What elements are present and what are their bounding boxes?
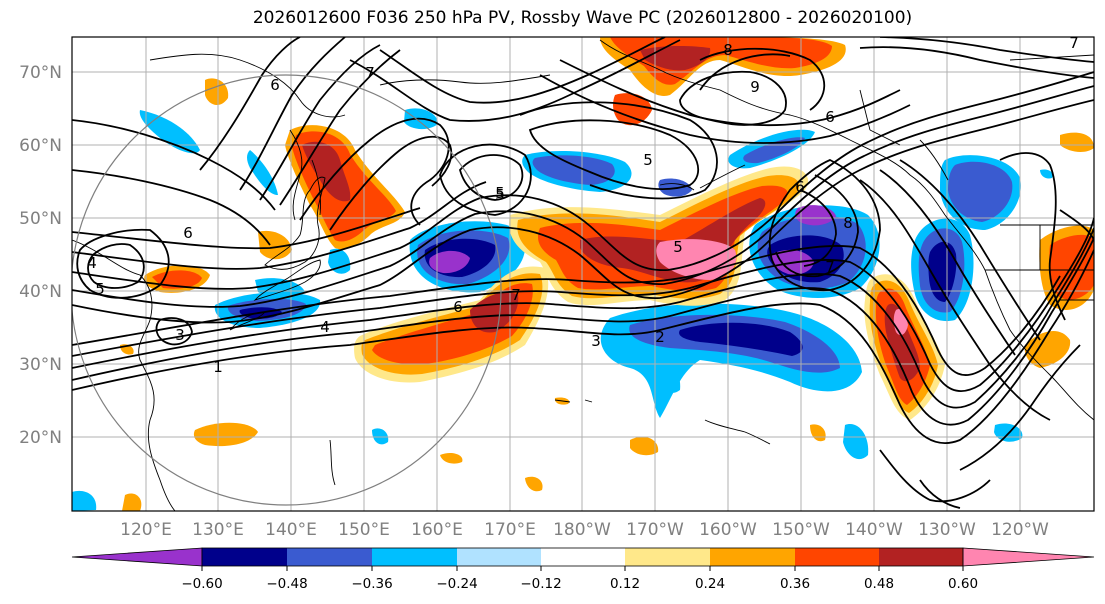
lon-label: 160°E	[411, 520, 463, 540]
contour-label: 7	[511, 286, 521, 304]
colorbar-segment	[795, 548, 879, 566]
contour-label: 9	[750, 78, 760, 96]
lat-label: 40°N	[19, 282, 62, 302]
colorbar-tick-label: 0.36	[780, 576, 810, 592]
contour-label: 6	[825, 108, 835, 126]
lon-label: 130°W	[918, 520, 976, 540]
colorbar-segment	[287, 548, 372, 566]
colorbar-segment	[457, 548, 541, 566]
lon-label: 140°W	[845, 520, 903, 540]
colorbar-segment	[202, 548, 287, 566]
lon-label: 120°E	[120, 520, 172, 540]
colorbar: −0.60 −0.48 −0.36 −0.24 −0.12 0.12 0.24 …	[71, 547, 1095, 592]
lat-label: 30°N	[19, 355, 62, 375]
lon-label: 170°W	[626, 520, 684, 540]
map-title: 2026012600 F036 250 hPa PV, Rossby Wave …	[252, 8, 913, 28]
lon-label: 180°W	[553, 520, 611, 540]
contour-label: 6	[453, 298, 463, 316]
contour-label: 6	[270, 76, 280, 94]
lon-label: 130°E	[192, 520, 244, 540]
contour-label: 7	[825, 258, 835, 276]
contour-label: 6	[183, 224, 193, 242]
contour-label: 3	[175, 326, 185, 344]
colorbar-segment	[879, 548, 963, 566]
colorbar-tick-label: 0.24	[695, 576, 725, 592]
contour-label: 8	[723, 41, 733, 59]
lon-label: 140°E	[265, 520, 317, 540]
colorbar-tick-label: 0.48	[864, 576, 894, 592]
lon-label: 150°E	[338, 520, 390, 540]
contour-label: 7	[365, 64, 375, 82]
lon-label: 170°E	[484, 520, 536, 540]
contour-label: 3	[591, 332, 601, 350]
contour-labels: 6 7 8 9 6 5 5 6 5 6 8 7 6 7 5 4 3 2 1 5 …	[87, 34, 1079, 376]
contour-label: 5	[643, 151, 653, 169]
colorbar-tick-label: 0.12	[610, 576, 640, 592]
longitude-labels: 120°E 130°E 140°E 150°E 160°E 170°E 180°…	[120, 520, 1049, 540]
contour-label: 8	[843, 214, 853, 232]
colorbar-under-arrow	[71, 547, 203, 567]
contour-label: 7	[1069, 34, 1079, 52]
contour-label: 2	[655, 328, 665, 346]
lat-label: 60°N	[19, 136, 62, 156]
colorbar-tick-label: −0.60	[181, 576, 222, 592]
lat-label: 70°N	[19, 63, 62, 83]
colorbar-segment	[710, 548, 795, 566]
colorbar-segment	[372, 548, 457, 566]
colorbar-over-arrow	[962, 547, 1095, 567]
colorbar-tick-label: −0.12	[520, 576, 561, 592]
contour-label: 5	[495, 186, 505, 204]
colorbar-tick-label: −0.48	[266, 576, 307, 592]
lat-label: 20°N	[19, 428, 62, 448]
contour-label: 4	[87, 254, 97, 272]
lon-label: 120°W	[991, 520, 1049, 540]
lon-label: 150°W	[772, 520, 830, 540]
colorbar-frame	[201, 547, 964, 567]
colorbar-tick-label: −0.24	[436, 576, 477, 592]
lat-label: 50°N	[19, 209, 62, 229]
colorbar-segment	[625, 548, 710, 566]
lon-label: 160°W	[699, 520, 757, 540]
contour-label: 5	[673, 238, 683, 256]
contour-label: 6	[795, 178, 805, 196]
coastlines	[72, 39, 1094, 511]
negative-anomaly-shading	[72, 108, 1053, 511]
pv-contours	[72, 37, 1094, 509]
colorbar-segment	[541, 548, 625, 566]
gridlines	[72, 37, 1094, 511]
contour-label: 1	[213, 358, 223, 376]
latitude-labels: 70°N 60°N 50°N 40°N 30°N 20°N	[19, 63, 62, 448]
contour-label: 5	[95, 280, 105, 298]
contour-label: 5	[495, 184, 505, 202]
contour-label: 4	[320, 318, 330, 336]
colorbar-tick-label: 0.60	[948, 576, 978, 592]
colorbar-tick-label: −0.36	[351, 576, 392, 592]
map-frame	[71, 36, 1095, 512]
reference-circle	[72, 74, 502, 506]
map-content: 6 7 8 9 6 5 5 6 5 6 8 7 6 7 5 4 3 2 1 5 …	[72, 34, 1094, 511]
